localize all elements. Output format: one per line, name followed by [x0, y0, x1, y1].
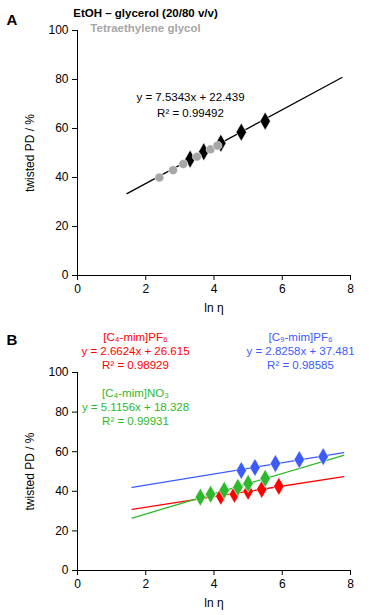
svg-text:0: 0 [62, 563, 69, 577]
svg-text:60: 60 [55, 121, 69, 135]
svg-text:[C₄-mim]PF₆: [C₄-mim]PF₆ [103, 331, 168, 343]
svg-text:twisted PD / %: twisted PD / % [23, 114, 37, 192]
svg-text:R² = 0.99492: R² = 0.99492 [157, 107, 224, 119]
svg-text:6: 6 [279, 282, 286, 296]
svg-text:[C₄-mim]NO₃: [C₄-mim]NO₃ [102, 387, 169, 399]
svg-text:40: 40 [55, 170, 69, 184]
svg-text:B: B [7, 331, 18, 348]
svg-text:EtOH – glycerol (20/80 v/v): EtOH – glycerol (20/80 v/v) [73, 7, 218, 19]
svg-text:A: A [7, 11, 18, 28]
svg-text:2: 2 [142, 282, 149, 296]
svg-text:Tetraethylene glycol: Tetraethylene glycol [90, 22, 200, 34]
svg-text:0: 0 [62, 268, 69, 282]
svg-text:[C₉-mim]PF₆: [C₉-mim]PF₆ [268, 331, 332, 343]
svg-text:y = 5.1156x + 18.328: y = 5.1156x + 18.328 [82, 401, 189, 413]
svg-text:8: 8 [347, 577, 354, 591]
svg-text:80: 80 [55, 405, 69, 419]
svg-text:20: 20 [55, 524, 69, 538]
svg-text:R² = 0.99931: R² = 0.99931 [102, 415, 169, 427]
svg-text:4: 4 [211, 577, 218, 591]
svg-text:60: 60 [55, 445, 69, 459]
svg-text:y = 2.8258x + 37.481: y = 2.8258x + 37.481 [246, 345, 354, 357]
svg-text:4: 4 [211, 282, 218, 296]
svg-text:100: 100 [48, 365, 68, 379]
svg-text:2: 2 [142, 577, 149, 591]
svg-text:0: 0 [74, 282, 81, 296]
svg-text:ln η: ln η [204, 301, 223, 315]
svg-text:6: 6 [279, 577, 286, 591]
svg-text:R² = 0.98929: R² = 0.98929 [102, 359, 169, 371]
svg-text:40: 40 [55, 484, 69, 498]
svg-text:twisted PD / %: twisted PD / % [23, 432, 37, 510]
svg-text:R² = 0.98585: R² = 0.98585 [267, 359, 334, 371]
svg-text:8: 8 [347, 282, 354, 296]
svg-text:80: 80 [55, 72, 69, 86]
svg-text:ln η: ln η [204, 596, 223, 610]
svg-text:20: 20 [55, 219, 69, 233]
svg-text:y = 2.6624x + 26.615: y = 2.6624x + 26.615 [81, 345, 189, 357]
svg-text:0: 0 [74, 577, 81, 591]
svg-text:100: 100 [48, 23, 68, 37]
svg-text:y = 7.5343x + 22.439: y = 7.5343x + 22.439 [136, 91, 244, 103]
